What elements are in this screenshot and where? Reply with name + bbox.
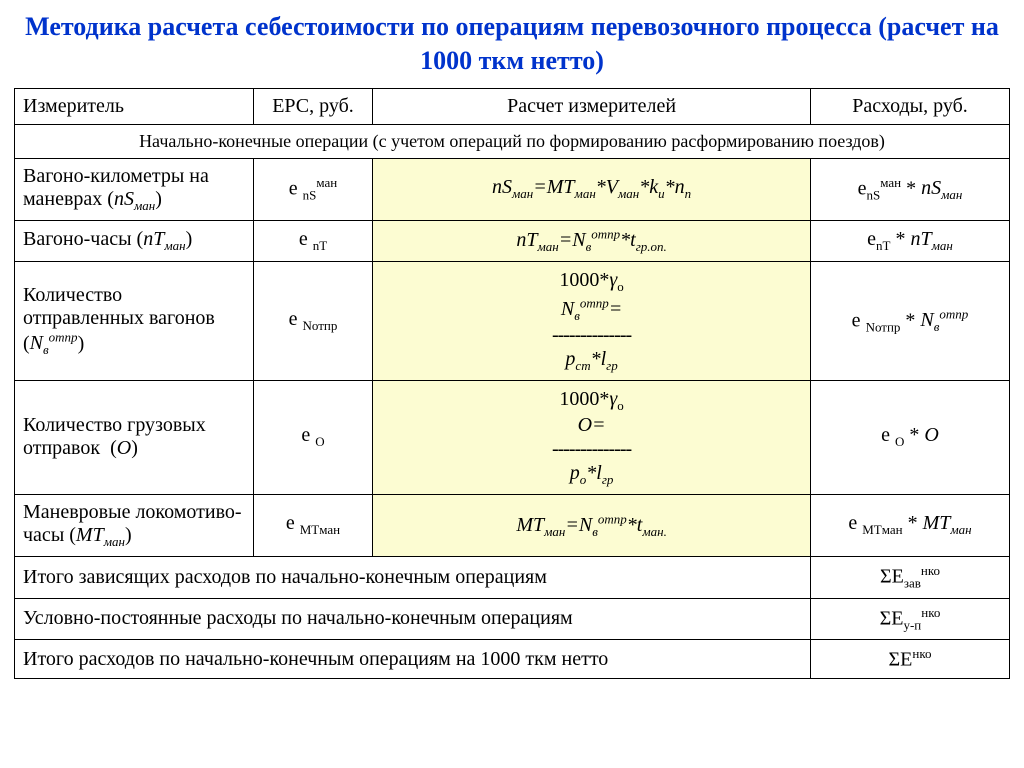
cell-calc: 1000*γоO=--------------pо*lгр xyxy=(373,380,811,494)
cell-erc: e MTман xyxy=(253,494,372,556)
cell-calc: MTман=Nвотпр*tман. xyxy=(373,494,811,556)
section-header-text: Начально-конечные операции (с учетом опе… xyxy=(15,124,1010,158)
header-measurer: Измеритель xyxy=(15,88,254,124)
page-title: Методика расчета себестоимости по операц… xyxy=(14,10,1010,78)
cell-expense: enSман * nSман xyxy=(810,158,1009,220)
summary-expense: ΣEзавнко xyxy=(810,556,1009,598)
table-row: Количество отправленных вагонов (Nвотпр)… xyxy=(15,262,1010,380)
cell-expense: e MTман * MTман xyxy=(810,494,1009,556)
summary-expense: ΣEу-пнко xyxy=(810,598,1009,640)
table-row: Маневровые локомотиво-часы (MTман)e MTма… xyxy=(15,494,1010,556)
cell-measurer: Вагоно-часы (nTман) xyxy=(15,220,254,262)
cell-calc: nSман=MTман*Vман*kи*nп xyxy=(373,158,811,220)
summary-label: Итого зависящих расходов по начально-кон… xyxy=(15,556,811,598)
cell-erc: e Nотпр xyxy=(253,262,372,380)
summary-expense: ΣEнко xyxy=(810,640,1009,679)
summary-row: Условно-постоянные расходы по начально-к… xyxy=(15,598,1010,640)
summary-row: Итого расходов по начально-конечным опер… xyxy=(15,640,1010,679)
cell-erc: e nT xyxy=(253,220,372,262)
cell-calc: 1000*γоNвотпр=--------------pст*lгр xyxy=(373,262,811,380)
table-row: Количество грузовых отправок (O)e O1000*… xyxy=(15,380,1010,494)
cell-erc: e nSман xyxy=(253,158,372,220)
cell-measurer: Вагоно-километры на маневрах (nSман) xyxy=(15,158,254,220)
section-header-row: Начально-конечные операции (с учетом опе… xyxy=(15,124,1010,158)
cell-expense: e O * O xyxy=(810,380,1009,494)
summary-label: Итого расходов по начально-конечным опер… xyxy=(15,640,811,679)
table-body: Начально-конечные операции (с учетом опе… xyxy=(15,124,1010,678)
cell-erc: e O xyxy=(253,380,372,494)
table-row: Вагоно-часы (nTман)e nTnTман=Nвотпр*tгр.… xyxy=(15,220,1010,262)
summary-row: Итого зависящих расходов по начально-кон… xyxy=(15,556,1010,598)
header-erc: ЕРС, руб. xyxy=(253,88,372,124)
cell-calc: nTман=Nвотпр*tгр.оп. xyxy=(373,220,811,262)
cell-expense: enT * nTман xyxy=(810,220,1009,262)
summary-label: Условно-постоянные расходы по начально-к… xyxy=(15,598,811,640)
cell-measurer: Маневровые локомотиво-часы (MTман) xyxy=(15,494,254,556)
header-calc: Расчет измерителей xyxy=(373,88,811,124)
header-expense: Расходы, руб. xyxy=(810,88,1009,124)
header-row: Измеритель ЕРС, руб. Расчет измерителей … xyxy=(15,88,1010,124)
cost-methodology-table: Измеритель ЕРС, руб. Расчет измерителей … xyxy=(14,88,1010,679)
cell-measurer: Количество грузовых отправок (O) xyxy=(15,380,254,494)
table-row: Вагоно-километры на маневрах (nSман)e nS… xyxy=(15,158,1010,220)
cell-expense: e Nотпр * Nвотпр xyxy=(810,262,1009,380)
cell-measurer: Количество отправленных вагонов (Nвотпр) xyxy=(15,262,254,380)
